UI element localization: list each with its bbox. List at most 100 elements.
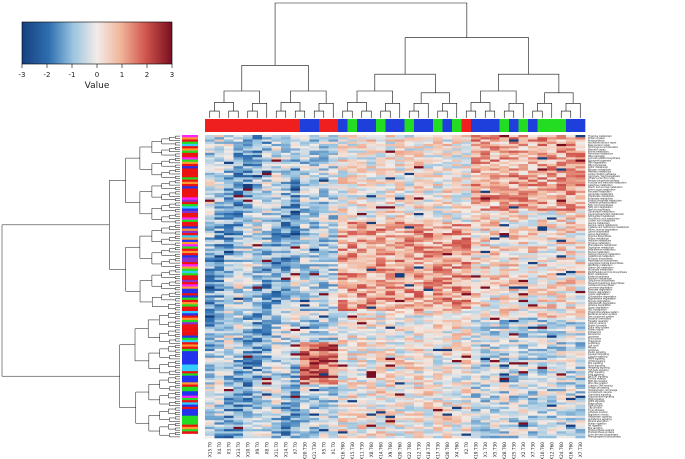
heatmap-cell	[271, 273, 282, 276]
heatmap-cell	[480, 388, 491, 392]
heatmap-cell	[224, 230, 234, 234]
heatmap-cell	[281, 219, 291, 223]
heatmap-cell	[243, 259, 253, 263]
heatmap-cell	[243, 311, 253, 314]
heatmap-cell	[556, 366, 567, 370]
heatmap-cell	[461, 179, 472, 183]
heatmap-cell	[490, 239, 500, 243]
heatmap-cell	[433, 311, 443, 314]
heatmap-cell	[480, 170, 491, 174]
heatmap-cell	[509, 266, 519, 269]
row-group-cell	[182, 315, 198, 318]
heatmap-cell	[300, 184, 310, 187]
heatmap-cell	[490, 371, 500, 374]
heatmap-cell	[252, 237, 263, 241]
heatmap-cell	[347, 239, 358, 243]
heatmap-cell	[547, 190, 557, 194]
heatmap-cell	[404, 197, 415, 200]
heatmap-cell	[566, 255, 576, 258]
heatmap-cell	[566, 246, 576, 249]
heatmap-cell	[233, 141, 244, 145]
heatmap-cell	[480, 380, 491, 383]
heatmap-cell	[414, 368, 424, 372]
heatmap-cell	[433, 250, 443, 254]
heatmap-cell	[433, 141, 443, 145]
heatmap-cell	[290, 257, 301, 261]
heatmap-cell	[537, 204, 548, 207]
heatmap-cell	[290, 244, 301, 247]
heatmap-cell	[575, 246, 586, 249]
heatmap-cell	[395, 299, 405, 303]
heatmap-cell	[499, 221, 510, 225]
heatmap-cell	[338, 333, 348, 336]
heatmap-cell	[480, 360, 491, 363]
heatmap-cell	[404, 357, 415, 361]
heatmap-cell	[271, 322, 282, 325]
heatmap-cell	[442, 277, 453, 281]
heatmap-cell	[338, 384, 348, 388]
heatmap-cell	[575, 357, 586, 361]
heatmap-cell	[528, 279, 538, 283]
heatmap-cell	[205, 152, 215, 156]
heatmap-cell	[547, 268, 557, 272]
heatmap-cell	[461, 360, 472, 363]
heatmap-cell	[537, 195, 548, 198]
heatmap-cell	[214, 155, 225, 158]
heatmap-cell	[461, 197, 472, 200]
heatmap-cell	[385, 339, 396, 343]
heatmap-cell	[205, 188, 215, 191]
heatmap-cell	[224, 257, 234, 261]
heatmap-cell	[271, 382, 282, 385]
heatmap-cell	[366, 239, 377, 243]
heatmap-cell	[509, 219, 519, 223]
row-group-cell	[182, 308, 198, 312]
heatmap-cell	[338, 152, 348, 156]
heatmap-cell	[566, 157, 576, 160]
heatmap-cell	[243, 308, 253, 312]
heatmap-cell	[300, 366, 310, 370]
heatmap-cell	[262, 355, 272, 359]
heatmap-cell	[366, 284, 377, 287]
heatmap-cell	[281, 288, 291, 292]
heatmap-cell	[518, 204, 529, 207]
heatmap-cell	[300, 215, 310, 218]
heatmap-cell	[262, 299, 272, 303]
heatmap-cell	[499, 302, 510, 305]
heatmap-cell	[290, 339, 301, 343]
heatmap-cell	[214, 346, 225, 350]
heatmap-cell	[271, 146, 282, 149]
heatmap-cell	[490, 188, 500, 191]
heatmap-cell	[214, 175, 225, 178]
heatmap-cell	[537, 333, 548, 336]
heatmap-cell	[518, 221, 529, 225]
heatmap-cell	[262, 239, 272, 243]
heatmap-cell	[300, 346, 310, 350]
row-dendrogram-branch	[175, 202, 180, 206]
heatmap-cell	[290, 188, 301, 191]
heatmap-cell	[452, 155, 462, 158]
heatmap-cell	[385, 159, 396, 163]
heatmap-cell	[404, 161, 415, 165]
heatmap-cell	[309, 386, 320, 390]
heatmap-cell	[518, 342, 529, 345]
heatmap-cell	[452, 331, 462, 334]
heatmap-cell	[376, 224, 386, 227]
row-group-cell	[182, 190, 198, 194]
heatmap-cell	[281, 190, 291, 194]
heatmap-cell	[214, 364, 225, 368]
heatmap-cell	[499, 264, 510, 267]
heatmap-cell	[528, 250, 538, 254]
column-dendrogram-branch	[374, 73, 436, 93]
heatmap-cell	[281, 351, 291, 354]
heatmap-cell	[347, 282, 358, 285]
heatmap-cell	[414, 148, 424, 151]
heatmap-cell	[252, 315, 263, 318]
heatmap-cell	[376, 282, 386, 285]
heatmap-cell	[262, 184, 272, 187]
heatmap-cell	[243, 170, 253, 174]
heatmap-cell	[433, 230, 443, 234]
heatmap-cell	[376, 175, 386, 178]
heatmap-cell	[233, 192, 244, 196]
heatmap-cell	[290, 204, 301, 207]
heatmap-cell	[347, 273, 358, 276]
